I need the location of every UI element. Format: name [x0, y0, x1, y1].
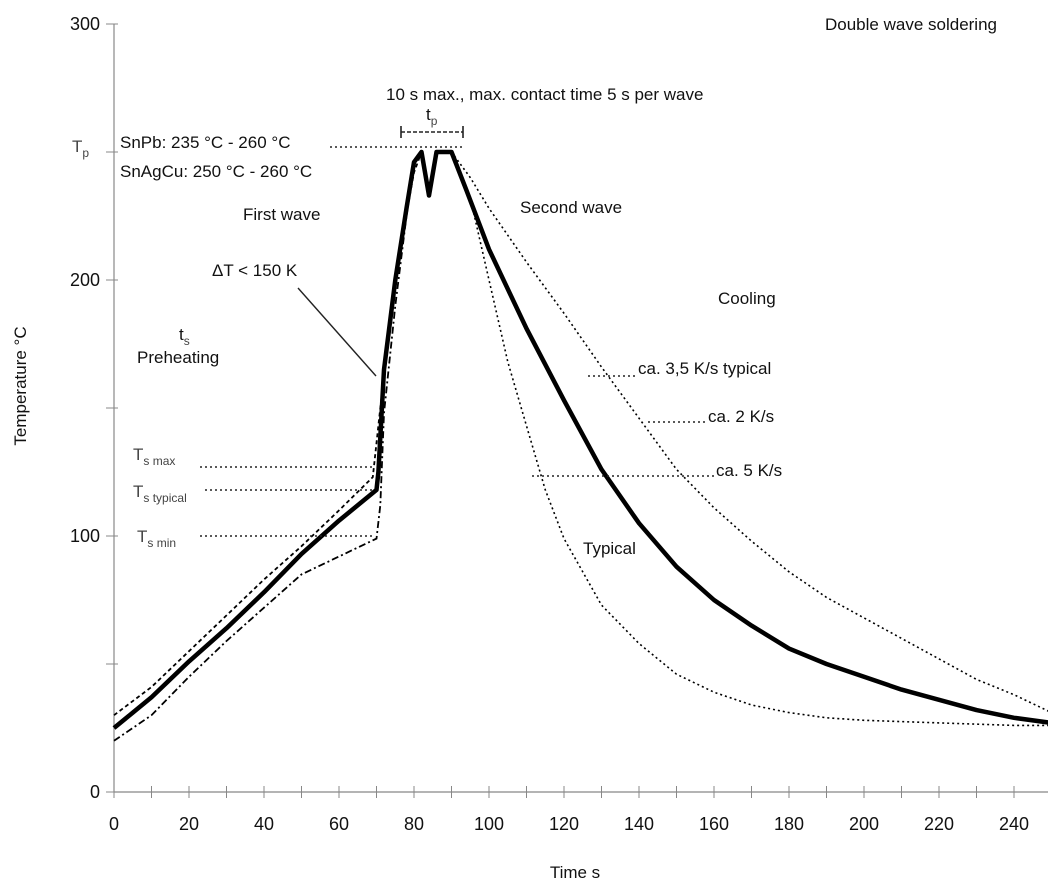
x-tick-label: 200	[849, 814, 879, 834]
y-tick-label: 300	[70, 14, 100, 34]
rate-typical-label: ca. 3,5 K/s typical	[638, 359, 771, 378]
tsmin-label: Ts min	[137, 527, 176, 550]
y-axis-label: Temperature °C	[11, 326, 30, 445]
x-axis-label: Time s	[550, 863, 600, 882]
series-line-2	[113, 151, 423, 716]
series-line-5	[450, 151, 1048, 727]
guide-lines	[200, 126, 714, 537]
series-line-3	[113, 151, 423, 742]
cooling-label: Cooling	[718, 289, 776, 308]
x-tick-label: 140	[624, 814, 654, 834]
preheating-label: Preheating	[137, 348, 219, 367]
x-tick-label: 100	[474, 814, 504, 834]
series-line-1	[112, 149, 1048, 730]
snagcu-label: SnAgCu: 250 °C - 260 °C	[120, 162, 312, 181]
x-tick-label: 20	[179, 814, 199, 834]
x-tick-label: 120	[549, 814, 579, 834]
ts-label: ts	[179, 325, 190, 348]
axes: 0 20 40 60 80 100 120 140 160 180 200 220 240 0 100 200…	[70, 14, 1048, 834]
first-wave-label: First wave	[243, 205, 320, 224]
series-line-4	[450, 151, 1048, 712]
tsmax-label: Ts max	[133, 445, 175, 468]
snpb-label: SnPb: 235 °C - 260 °C	[120, 133, 290, 152]
tp-top-label: tp	[426, 105, 438, 128]
tp-axis-label: Tp	[72, 137, 89, 160]
rate-2-label: ca. 2 K/s	[708, 407, 774, 426]
x-tick-label: 40	[254, 814, 274, 834]
y-tick-label: 100	[70, 526, 100, 546]
delta-t-label: ΔT < 150 K	[212, 261, 298, 280]
typical-label: Typical	[583, 539, 636, 558]
tstyp-label: Ts typical	[133, 482, 187, 505]
x-tick-label: 80	[404, 814, 424, 834]
x-tick-label: 220	[924, 814, 954, 834]
delta-t-leader	[297, 287, 377, 377]
rate-5-label: ca. 5 K/s	[716, 461, 782, 480]
chart-title: Double wave soldering	[825, 15, 997, 34]
y-tick-label: 0	[90, 782, 100, 802]
series-group	[112, 149, 1048, 742]
x-tick-label: 60	[329, 814, 349, 834]
x-tick-label: 240	[999, 814, 1029, 834]
contact-time-label: 10 s max., max. contact time 5 s per wav…	[386, 85, 703, 104]
x-tick-label: 0	[109, 814, 119, 834]
x-tick-label: 180	[774, 814, 804, 834]
annotation-labels: Double wave soldering 10 s max., max. co…	[11, 15, 997, 882]
second-wave-label: Second wave	[520, 198, 622, 217]
y-tick-label: 200	[70, 270, 100, 290]
x-tick-label: 160	[699, 814, 729, 834]
tp-bracket	[400, 126, 464, 138]
